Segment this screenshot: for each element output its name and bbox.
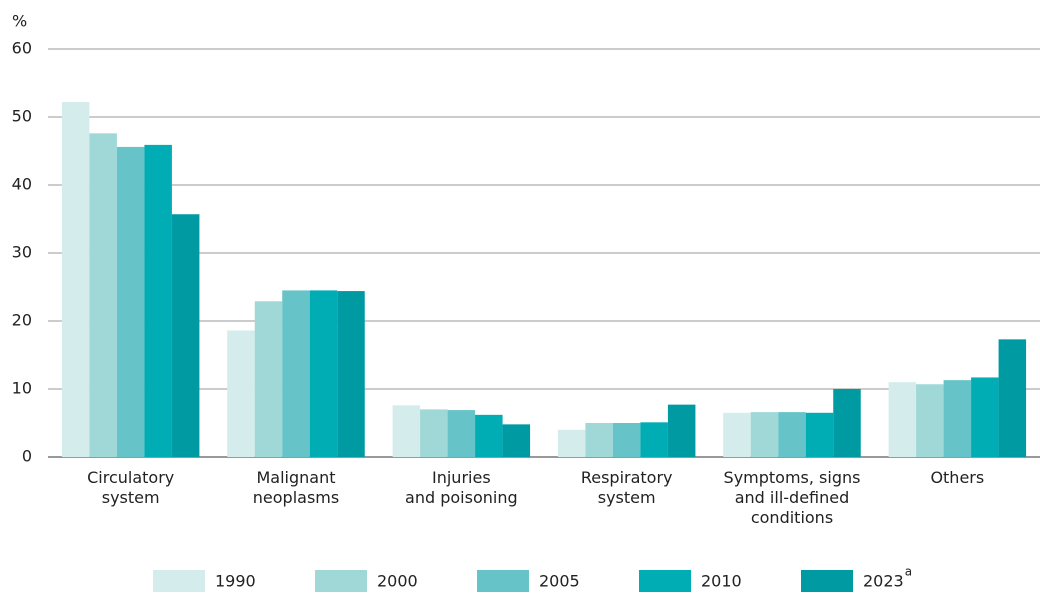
y-tick-label: 10	[12, 379, 32, 398]
bar	[337, 291, 365, 457]
legend-swatch	[153, 570, 205, 592]
x-tick-label-line: Circulatory	[87, 468, 174, 487]
bar	[254, 301, 283, 457]
legend-label: 1990	[215, 572, 256, 591]
bar	[61, 102, 90, 457]
bar	[833, 389, 861, 457]
bar	[888, 382, 917, 457]
bar	[475, 414, 503, 457]
legend-label: 2000	[377, 572, 418, 591]
bar	[116, 146, 145, 458]
bar	[971, 377, 999, 457]
x-tick-label-line: and poisoning	[405, 488, 518, 507]
bar	[309, 290, 338, 457]
x-tick-label-line: neoplasms	[253, 488, 339, 507]
x-tick-label-line: system	[598, 488, 656, 507]
bar	[420, 409, 448, 457]
x-tick-label-line: Symptoms, signs	[724, 468, 861, 487]
x-tick-label-line: conditions	[751, 508, 833, 527]
x-tick-label-line: Others	[930, 468, 984, 487]
legend-label: 2023	[863, 572, 904, 591]
y-tick-label: 60	[12, 39, 32, 58]
x-tick-label: Injuries and poisoning	[405, 468, 518, 507]
bar	[502, 424, 531, 457]
bar	[585, 423, 613, 457]
bar	[778, 412, 806, 457]
x-tick-label: Respiratory system	[581, 468, 673, 507]
legend-label: 2005	[539, 572, 580, 591]
y-tick-label: 40	[12, 175, 32, 194]
bar	[392, 405, 421, 457]
bar	[640, 422, 668, 457]
legend-swatch	[315, 570, 367, 592]
x-tick-label-line: system	[102, 488, 160, 507]
legend-swatch	[477, 570, 529, 592]
x-tick-label-line: Malignant	[256, 468, 335, 487]
legend-swatch	[801, 570, 853, 592]
x-tick-label: Others	[930, 468, 984, 487]
bar	[612, 423, 641, 457]
y-tick-label: 0	[22, 447, 32, 466]
x-tick-label-line: Injuries	[432, 468, 491, 487]
y-tick-label: 30	[12, 243, 32, 262]
legend-swatch	[639, 570, 691, 592]
y-tick-label: 50	[12, 107, 32, 126]
x-tick-label-line: and ill-defined	[735, 488, 850, 507]
x-tick-label: Malignant neoplasms	[253, 468, 339, 507]
legend-superscript: a	[905, 565, 912, 579]
y-axis-label: %	[12, 12, 27, 31]
bar	[723, 412, 751, 457]
bar	[916, 384, 944, 457]
x-tick-label: Circulatory system	[87, 468, 174, 507]
bar	[89, 133, 117, 457]
y-tick-label: 20	[12, 311, 32, 330]
bar	[998, 339, 1027, 457]
bar	[667, 404, 696, 457]
bar	[171, 214, 200, 457]
bar	[805, 412, 834, 457]
bar	[557, 429, 586, 457]
bar	[943, 380, 972, 457]
x-tick-label-line: Respiratory	[581, 468, 673, 487]
bar	[144, 144, 172, 457]
bar	[227, 330, 255, 457]
legend-label: 2010	[701, 572, 742, 591]
bar	[750, 412, 779, 457]
x-tick-label: Symptoms, signs and ill-defined conditions	[724, 468, 861, 527]
bar	[447, 410, 476, 457]
bar	[282, 290, 310, 457]
